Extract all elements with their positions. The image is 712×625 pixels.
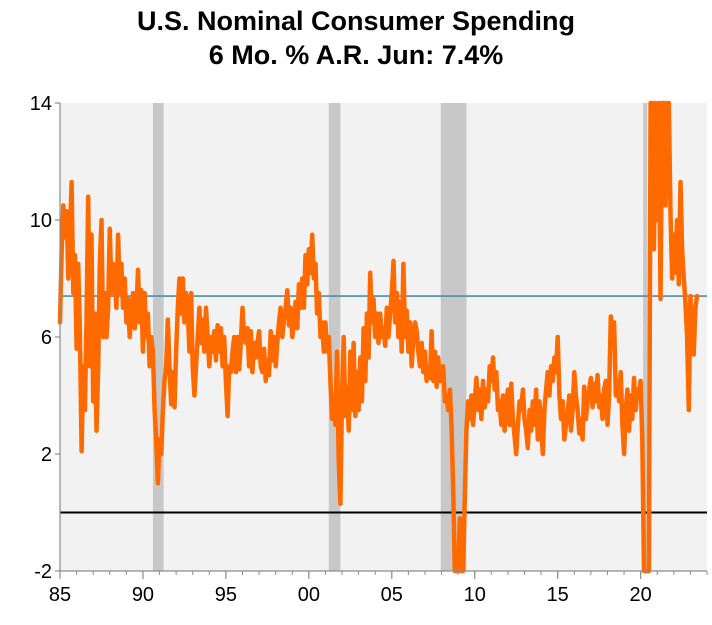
chart-title: U.S. Nominal Consumer Spending 6 Mo. % A… — [0, 4, 712, 72]
chart-title-line1: U.S. Nominal Consumer Spending — [136, 6, 576, 36]
y-tick-label: -2 — [34, 561, 52, 583]
chart-subtitle: 6 Mo. % A.R. Jun: 7.4% — [208, 40, 504, 70]
y-tick-label: 14 — [30, 93, 52, 115]
x-tick-label: 90 — [132, 584, 154, 606]
x-tick-label: 05 — [381, 584, 403, 606]
x-tick-label: 10 — [464, 584, 486, 606]
series-lines — [57, 100, 700, 574]
recession-bands — [152, 103, 648, 571]
x-axis-ticks: 85 90 95 00 05 10 15 20 — [49, 571, 708, 606]
x-tick-label: 00 — [298, 584, 320, 606]
series-line-0 — [57, 100, 700, 574]
x-tick-label: 15 — [547, 584, 569, 606]
y-tick-label: 2 — [41, 444, 52, 466]
x-tick-label: 85 — [49, 584, 71, 606]
recession-band-3 — [643, 103, 648, 571]
y-tick-label: 6 — [41, 327, 52, 349]
y-axis-ticks: -2 2 6 10 14 — [30, 93, 60, 583]
y-tick-label: 10 — [30, 210, 52, 232]
recession-band-1 — [328, 103, 341, 571]
x-tick-label: 20 — [630, 584, 652, 606]
recession-band-0 — [152, 103, 164, 571]
x-tick-label: 95 — [215, 584, 237, 606]
